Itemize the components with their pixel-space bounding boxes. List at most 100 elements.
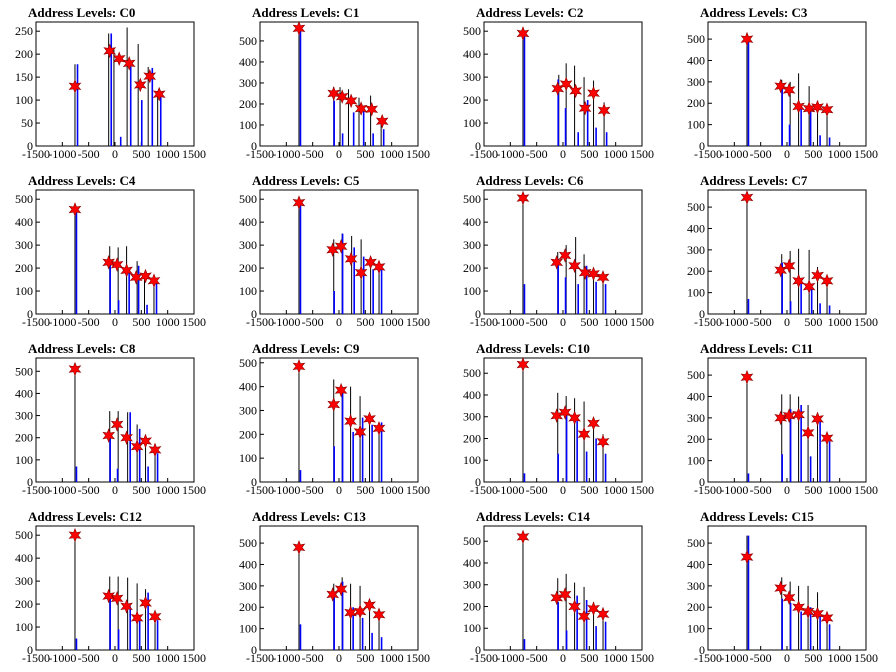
level-marker — [774, 262, 788, 278]
level-marker — [353, 424, 367, 440]
y-tick-label: 300 — [463, 238, 481, 252]
x-tick-label: 500 — [804, 483, 822, 497]
x-tick-label: -1500 — [470, 651, 498, 665]
level-marker — [516, 26, 530, 41]
x-tick-label: -1000 — [272, 651, 300, 665]
level-marker — [68, 78, 82, 94]
y-tick-label: 500 — [687, 200, 705, 214]
x-tick-label: 1500 — [854, 651, 878, 665]
x-tick-label: -1500 — [470, 315, 498, 329]
level-marker — [102, 254, 116, 270]
level-marker — [110, 417, 124, 432]
chart-panel: Address Levels: C30100200300400500-1500-… — [687, 5, 878, 161]
level-marker — [811, 268, 824, 283]
x-tick-label: -1500 — [246, 147, 274, 161]
x-tick-label: -500 — [526, 651, 548, 665]
x-tick-label: 1500 — [854, 315, 878, 329]
x-tick-label: 500 — [132, 483, 150, 497]
x-tick-label: 500 — [132, 315, 150, 329]
x-tick-label: -1500 — [470, 483, 498, 497]
chart-title: Address Levels: C11 — [700, 341, 813, 356]
plot-frame — [483, 189, 643, 315]
y-tick-label: 400 — [239, 380, 257, 394]
level-marker — [344, 413, 357, 429]
x-tick-label: 0 — [560, 147, 566, 161]
x-tick-label: 0 — [336, 651, 342, 665]
y-tick-label: 0 — [699, 307, 705, 321]
y-tick-label: 200 — [463, 431, 481, 445]
plot-frame — [35, 357, 195, 483]
x-tick-label: 0 — [112, 483, 118, 497]
y-tick-label: 500 — [687, 32, 705, 46]
level-marker — [578, 100, 592, 116]
level-marker — [110, 590, 124, 606]
plot-frame — [707, 525, 867, 651]
plot-frame — [707, 357, 867, 483]
x-tick-label: 1500 — [406, 651, 430, 665]
x-tick-label: -500 — [78, 651, 100, 665]
x-tick-label: -1500 — [22, 147, 50, 161]
level-marker — [68, 361, 82, 377]
level-marker — [375, 113, 389, 129]
x-tick-label: 1500 — [630, 147, 654, 161]
chart-title: Address Levels: C9 — [252, 341, 360, 356]
level-marker — [102, 588, 116, 604]
level-marker — [740, 369, 754, 385]
x-tick-label: 0 — [560, 483, 566, 497]
y-tick-label: 100 — [239, 622, 257, 636]
x-tick-label: 500 — [804, 651, 822, 665]
level-marker — [782, 590, 796, 605]
y-tick-label: 500 — [15, 528, 33, 542]
level-marker — [820, 610, 834, 626]
chart-panel: Address Levels: C40100200300400500-1500-… — [15, 173, 206, 329]
x-tick-label: 500 — [580, 483, 598, 497]
x-tick-label: -1500 — [694, 483, 722, 497]
level-marker — [120, 599, 133, 614]
chart-title: Address Levels: C14 — [476, 509, 590, 524]
y-tick-label: 100 — [687, 454, 705, 468]
level-marker — [102, 428, 116, 443]
chart-panel: Address Levels: C10100200300400500-1500-… — [239, 5, 430, 161]
level-marker — [577, 426, 591, 442]
y-tick-label: 0 — [475, 307, 481, 321]
x-tick-label: 0 — [560, 315, 566, 329]
level-marker — [354, 265, 368, 281]
x-tick-label: 500 — [356, 651, 374, 665]
level-marker — [820, 430, 834, 446]
chart-panel: Address Levels: C70100200300400500-1500-… — [687, 173, 878, 329]
x-tick-label: 1000 — [604, 651, 628, 665]
level-marker — [334, 238, 348, 254]
chart-title: Address Levels: C12 — [28, 509, 142, 524]
y-tick-label: 500 — [463, 24, 481, 38]
plot-frame — [259, 357, 419, 483]
y-tick-label: 300 — [687, 243, 705, 257]
level-marker — [143, 68, 157, 84]
y-tick-label: 0 — [475, 643, 481, 657]
y-tick-label: 0 — [251, 643, 257, 657]
level-marker — [334, 581, 348, 597]
y-tick-label: 400 — [687, 389, 705, 403]
level-marker — [802, 279, 816, 294]
chart-title: Address Levels: C4 — [28, 173, 136, 188]
level-marker — [820, 102, 834, 118]
level-marker — [774, 78, 788, 94]
y-tick-label: 0 — [251, 139, 257, 153]
y-tick-label: 200 — [15, 597, 33, 611]
x-tick-label: 500 — [804, 147, 822, 161]
chart-title: Address Levels: C6 — [476, 173, 584, 188]
level-marker — [516, 357, 530, 372]
x-tick-label: 0 — [784, 147, 790, 161]
y-tick-label: 200 — [687, 96, 705, 110]
chart-panel: Address Levels: C10 0 100 200 300 400 500 -1500… — [463, 341, 654, 497]
level-marker — [364, 254, 377, 270]
x-tick-label: 0 — [784, 651, 790, 665]
level-marker — [120, 430, 133, 446]
level-marker — [363, 597, 376, 613]
chart-panel: Address Levels: C14 0 100 200 300 400 500 -1500… — [463, 509, 654, 665]
x-tick-label: -500 — [78, 147, 100, 161]
level-marker — [120, 263, 133, 278]
x-tick-label: 1500 — [854, 147, 878, 161]
x-tick-label: 1500 — [406, 483, 430, 497]
y-tick-label: 500 — [687, 536, 705, 550]
